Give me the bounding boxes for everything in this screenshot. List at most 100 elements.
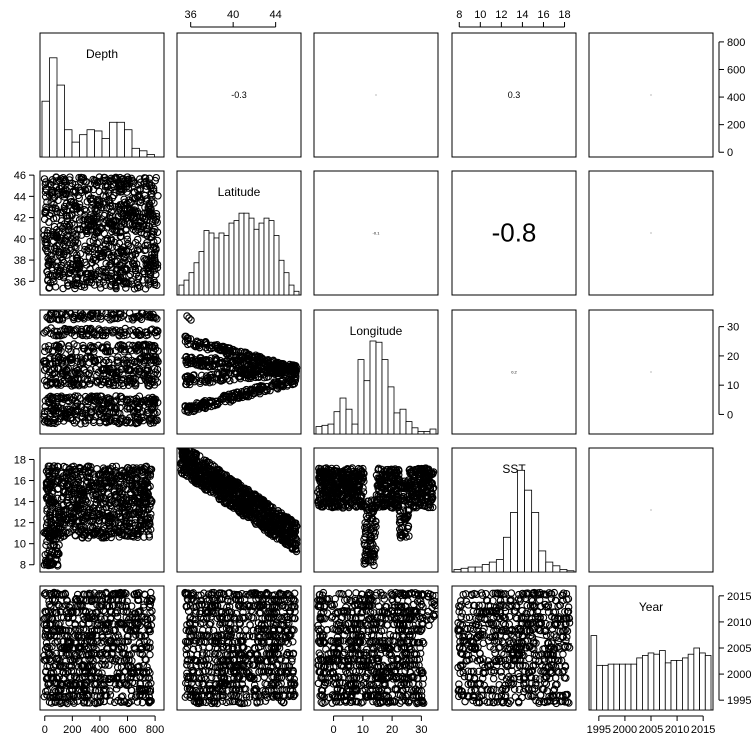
scatter-point — [270, 378, 278, 386]
scatter-point — [54, 525, 63, 533]
scatter-point — [78, 505, 87, 513]
scatter-point — [242, 350, 250, 358]
histogram-bar — [417, 431, 425, 435]
scatter-point — [75, 667, 84, 675]
scatter-point — [105, 661, 113, 669]
scatter-point — [96, 272, 104, 281]
scatter-point — [82, 369, 90, 377]
scatter-point — [95, 202, 103, 210]
histogram-bar — [253, 228, 260, 296]
scatter-point — [42, 560, 51, 569]
histogram-bar — [566, 570, 575, 573]
scatter-point — [58, 663, 66, 671]
scatter-point — [73, 496, 82, 504]
scatter-point — [120, 252, 128, 261]
scatter-point — [70, 486, 79, 495]
scatter-point — [106, 607, 115, 615]
scatter-point — [125, 698, 133, 707]
scatter-point — [123, 632, 132, 641]
panel-depth-year — [588, 32, 714, 158]
scatter-point — [122, 495, 131, 504]
scatter-point — [101, 595, 110, 603]
scatter-point — [148, 342, 157, 351]
scatter-point — [133, 698, 142, 706]
scatter-point — [152, 212, 161, 221]
scatter-point — [58, 316, 67, 324]
scatter-point — [137, 632, 146, 640]
scatter-point — [48, 503, 57, 511]
scatter-point — [126, 621, 135, 629]
histogram-bar — [602, 664, 609, 711]
scatter-point — [99, 505, 107, 513]
scatter-point — [49, 194, 57, 203]
scatter-point — [93, 465, 101, 473]
scatter-point — [104, 248, 112, 256]
scatter-point — [136, 515, 145, 523]
scatter-point — [59, 189, 68, 197]
scatter-point — [122, 512, 130, 520]
histogram-bar — [590, 635, 598, 711]
scatter-point — [45, 355, 53, 363]
scatter-point — [98, 669, 106, 677]
scatter-year-depth — [40, 588, 156, 708]
scatter-point — [135, 368, 144, 376]
histogram-bar — [198, 251, 205, 296]
scatter-point — [123, 637, 131, 645]
scatter-point — [146, 588, 155, 597]
scatter-point — [91, 358, 100, 366]
scatter-point — [58, 681, 66, 690]
scatter-point — [89, 416, 98, 424]
scatter-point — [93, 310, 102, 316]
panel-latitude-sst — [451, 170, 577, 296]
scatter-point — [58, 520, 67, 529]
scatter-point — [69, 393, 78, 402]
scatter-point — [69, 228, 77, 237]
scatter-point — [150, 364, 159, 373]
scatter-point — [68, 406, 76, 415]
scatter-point — [122, 418, 130, 427]
scatter-point — [50, 364, 59, 373]
scatter-point — [49, 275, 57, 283]
scatter-point — [123, 266, 131, 274]
scatter-point — [95, 173, 104, 181]
scatter-point — [154, 192, 162, 200]
scatter-point — [109, 656, 117, 664]
scatter-point — [49, 346, 57, 355]
scatter-point — [74, 259, 83, 268]
scatter-point — [91, 397, 99, 405]
scatter-point — [140, 590, 149, 598]
panel-year-depth — [39, 585, 165, 711]
scatter-point — [40, 366, 49, 374]
histogram-bar — [524, 489, 533, 573]
histogram-bar — [193, 262, 200, 296]
scatter-point — [79, 606, 88, 615]
histogram-bar — [327, 423, 335, 435]
scatter-point — [134, 663, 143, 671]
scatter-point — [140, 356, 149, 365]
scatter-point — [213, 375, 221, 384]
histogram-bar — [619, 663, 626, 711]
scatter-point — [118, 341, 127, 350]
scatter-point — [75, 463, 84, 472]
scatter-point — [147, 697, 155, 705]
scatter-point — [105, 524, 113, 533]
histogram-bar — [116, 121, 125, 158]
scatter-point — [74, 357, 82, 366]
scatter-point — [69, 513, 78, 522]
scatter-point — [82, 177, 90, 186]
scatter-point — [87, 462, 95, 471]
scatter-point — [59, 500, 68, 509]
scatter-point — [93, 330, 102, 339]
scatter-point — [62, 643, 71, 652]
scatter-point — [104, 595, 112, 604]
scatter-point — [122, 619, 131, 628]
scatter-point — [99, 366, 107, 374]
scatter-point — [78, 358, 86, 366]
histogram-bar — [423, 431, 431, 435]
scatter-point — [120, 679, 129, 687]
scatter-point — [43, 675, 52, 683]
scatter-point — [81, 185, 89, 194]
scatter-point — [47, 669, 55, 678]
scatter-point — [59, 284, 67, 293]
scatter-point — [72, 525, 80, 533]
